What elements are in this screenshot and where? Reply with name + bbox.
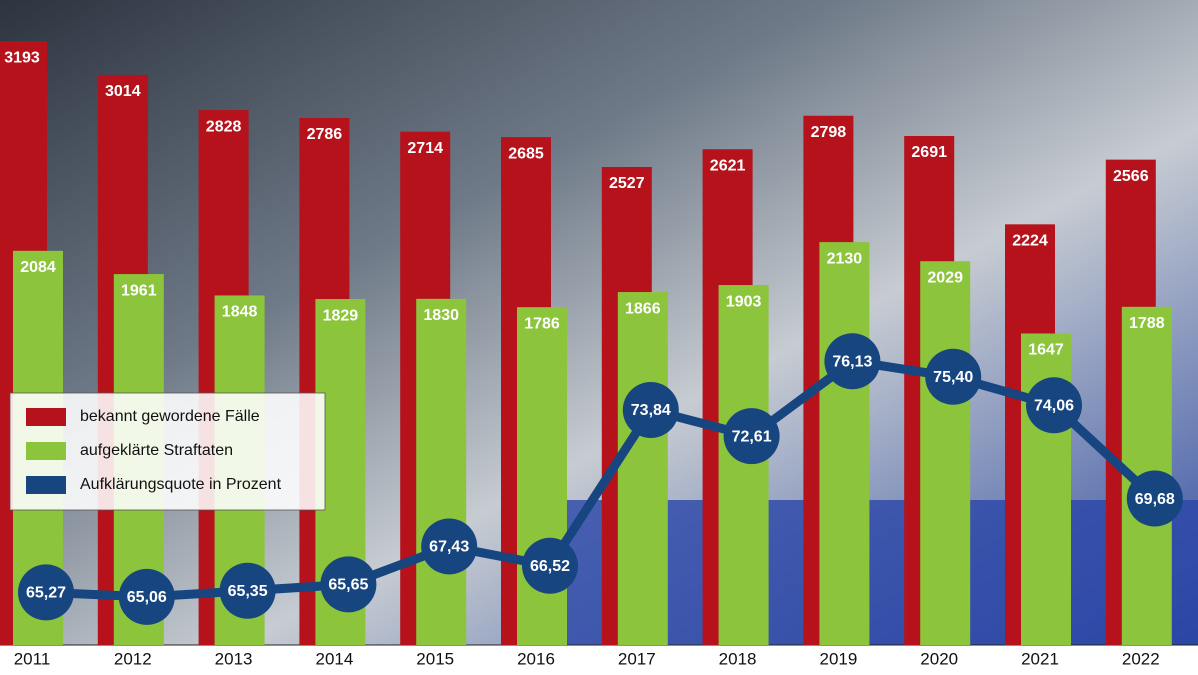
- line-point: [622, 381, 679, 438]
- bar-value-label: 1961: [121, 282, 157, 299]
- line-point: [1126, 470, 1183, 527]
- point-value-label: 73,84: [631, 402, 671, 419]
- x-tick-label: 2012: [114, 649, 152, 668]
- bar-value-label: 2621: [710, 157, 746, 174]
- bar-value-label: 1788: [1129, 315, 1165, 332]
- bar: [718, 285, 769, 645]
- bar-value-label: 1848: [222, 304, 258, 321]
- x-tick-label: 2015: [416, 649, 454, 668]
- line-point: [219, 562, 276, 619]
- line-point: [925, 348, 982, 405]
- x-tick-label: 2013: [215, 649, 253, 668]
- bar-value-label: 2691: [911, 144, 947, 161]
- point-value-label: 65,06: [127, 589, 167, 606]
- bar-value-label: 1829: [323, 307, 359, 324]
- bar-value-label: 1903: [726, 293, 762, 310]
- point-value-label: 65,27: [26, 585, 66, 602]
- legend: bekannt gewordene Fälle aufgeklärte Straf…: [9, 392, 326, 511]
- bar-value-label: 2029: [927, 269, 963, 286]
- line-point: [522, 537, 578, 594]
- axis-band: [0, 645, 1198, 675]
- legend-swatch: [26, 476, 66, 494]
- bar: [416, 298, 467, 645]
- bar-value-label: 1786: [524, 315, 560, 332]
- x-tick-label: 2011: [14, 649, 51, 668]
- x-tick-label: 2014: [315, 649, 353, 668]
- line-point: [118, 568, 175, 625]
- x-tick-label: 2019: [819, 649, 857, 668]
- bar-value-label: 3014: [105, 83, 141, 100]
- bar: [517, 307, 567, 645]
- bar-value-label: 2224: [1012, 233, 1048, 250]
- bar-value-label: 2786: [307, 126, 343, 143]
- point-value-label: 66,52: [530, 558, 570, 575]
- point-value-label: 72,61: [732, 428, 772, 445]
- legend-label: bekannt gewordene Fälle: [80, 408, 260, 425]
- point-value-label: 65,35: [228, 583, 268, 600]
- bar-value-label: 1830: [423, 307, 459, 324]
- bar-value-label: 2130: [827, 250, 863, 267]
- x-tick-label: 2016: [517, 649, 555, 668]
- legend-swatch: [26, 408, 66, 426]
- bar-value-label: 3193: [4, 49, 40, 66]
- bar: [819, 242, 870, 645]
- point-value-label: 69,68: [1135, 491, 1175, 508]
- x-tick-label: 2020: [920, 649, 958, 668]
- bar-value-label: 2714: [407, 140, 443, 157]
- x-tick-label: 2018: [719, 649, 757, 668]
- line-point: [723, 408, 780, 465]
- x-tick-label: 2021: [1021, 649, 1059, 668]
- line-point: [18, 564, 74, 621]
- bar-value-label: 2828: [206, 118, 242, 135]
- x-tick-label: 2022: [1122, 649, 1160, 668]
- bar-value-label: 2566: [1113, 168, 1149, 185]
- point-value-label: 76,13: [832, 353, 872, 370]
- point-value-label: 65,65: [328, 577, 368, 594]
- legend-label: aufgeklärte Straftaten: [80, 442, 233, 459]
- line-point: [320, 556, 377, 613]
- x-tick-label: 2017: [618, 649, 656, 668]
- bar-value-label: 1866: [625, 300, 661, 317]
- bar: [617, 292, 668, 645]
- bar-value-label: 2685: [508, 145, 544, 162]
- bar-value-label: 2798: [811, 124, 847, 141]
- point-value-label: 74,06: [1034, 398, 1074, 415]
- legend-swatch: [26, 442, 66, 460]
- bar-value-label: 2527: [609, 175, 645, 192]
- bar-value-label: 1647: [1028, 342, 1064, 359]
- bar-value-label: 2084: [20, 259, 56, 276]
- bar: [920, 261, 971, 645]
- point-value-label: 67,43: [429, 539, 469, 556]
- point-value-label: 75,40: [933, 369, 973, 386]
- line-point: [421, 518, 478, 575]
- line-point: [1026, 377, 1082, 434]
- line-point: [824, 333, 881, 390]
- legend-label: Aufklärungsquote in Prozent: [80, 476, 282, 493]
